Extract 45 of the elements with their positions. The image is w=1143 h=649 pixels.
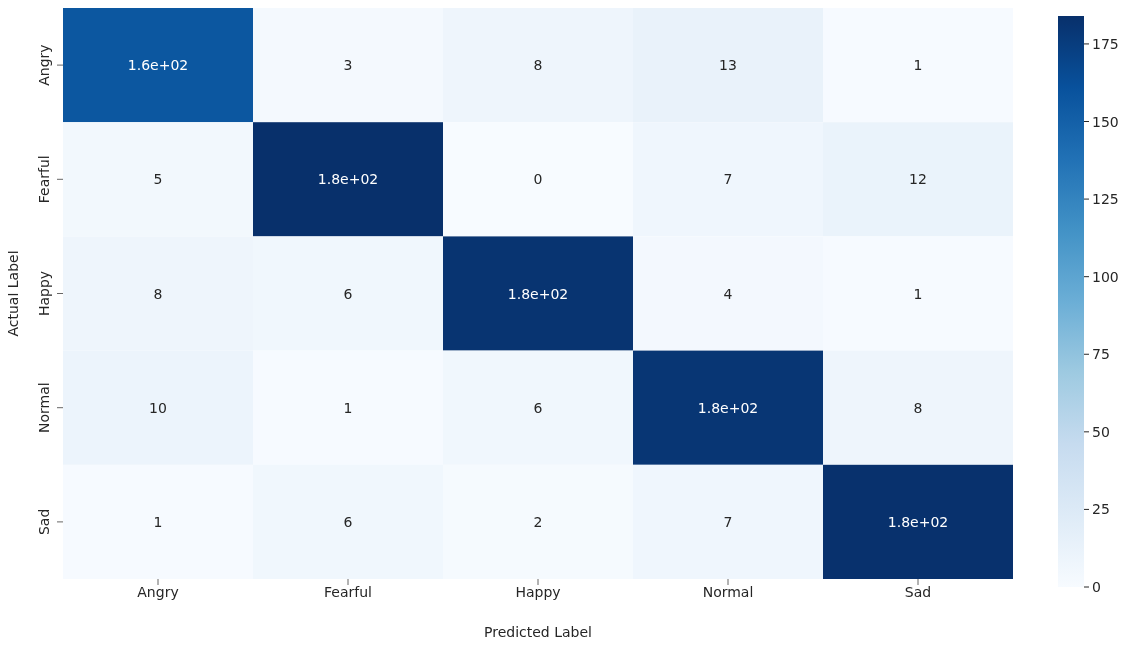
y-axis-title: Actual Label (4, 250, 21, 337)
data-label: 10 (149, 399, 167, 416)
data-label: 6 (343, 513, 353, 530)
color-bar-label: 50 (1092, 423, 1110, 440)
x-tick-label: Happy (515, 583, 561, 600)
color-bar-label: 100 (1092, 268, 1119, 285)
x-axis-title: Predicted Label (484, 624, 592, 640)
data-label: 1.8e+02 (887, 513, 949, 530)
data-label: 6 (533, 399, 543, 416)
data-label: 3 (343, 57, 353, 74)
data-label: 7 (723, 171, 733, 188)
data-label: 6 (343, 285, 353, 302)
data-label: 1.8e+02 (507, 285, 569, 302)
y-tick-label: Angry (36, 44, 52, 86)
y-tick-label: Normal (36, 382, 52, 434)
data-label: 7 (723, 513, 733, 530)
data-label: 1 (913, 285, 923, 302)
data-label: 1 (153, 513, 163, 530)
y-tick-label: Happy (36, 270, 52, 317)
x-tick-label: Fearful (324, 583, 372, 600)
color-bar-label: 150 (1092, 113, 1119, 130)
color-bar-label: 0 (1092, 579, 1101, 595)
x-tick-label: Sad (904, 583, 932, 600)
data-label: 5 (153, 171, 163, 188)
data-label: 1.8e+02 (317, 171, 379, 188)
data-label: 1 (343, 399, 353, 416)
color-bar-label: 25 (1092, 501, 1110, 518)
data-label: 1.8e+02 (697, 399, 759, 416)
data-label: 2 (533, 513, 543, 530)
y-tick-label: Fearful (36, 155, 52, 204)
data-label: 8 (153, 285, 163, 302)
data-label: 0 (533, 171, 543, 188)
color-bar-label: 175 (1092, 35, 1119, 52)
data-label: 1.6e+02 (127, 57, 189, 74)
data-label: 8 (533, 57, 543, 74)
data-label: 12 (909, 171, 927, 188)
data-label: 4 (723, 285, 733, 302)
color-bar-label: 125 (1092, 191, 1119, 208)
data-label: 1 (913, 57, 923, 74)
data-label: 8 (913, 399, 923, 416)
color-bar-label: 75 (1092, 346, 1110, 363)
x-tick-label: Normal (702, 583, 754, 600)
data-label: 13 (719, 57, 737, 74)
y-tick-label: Sad (36, 508, 52, 536)
x-tick-label: Angry (137, 583, 179, 600)
